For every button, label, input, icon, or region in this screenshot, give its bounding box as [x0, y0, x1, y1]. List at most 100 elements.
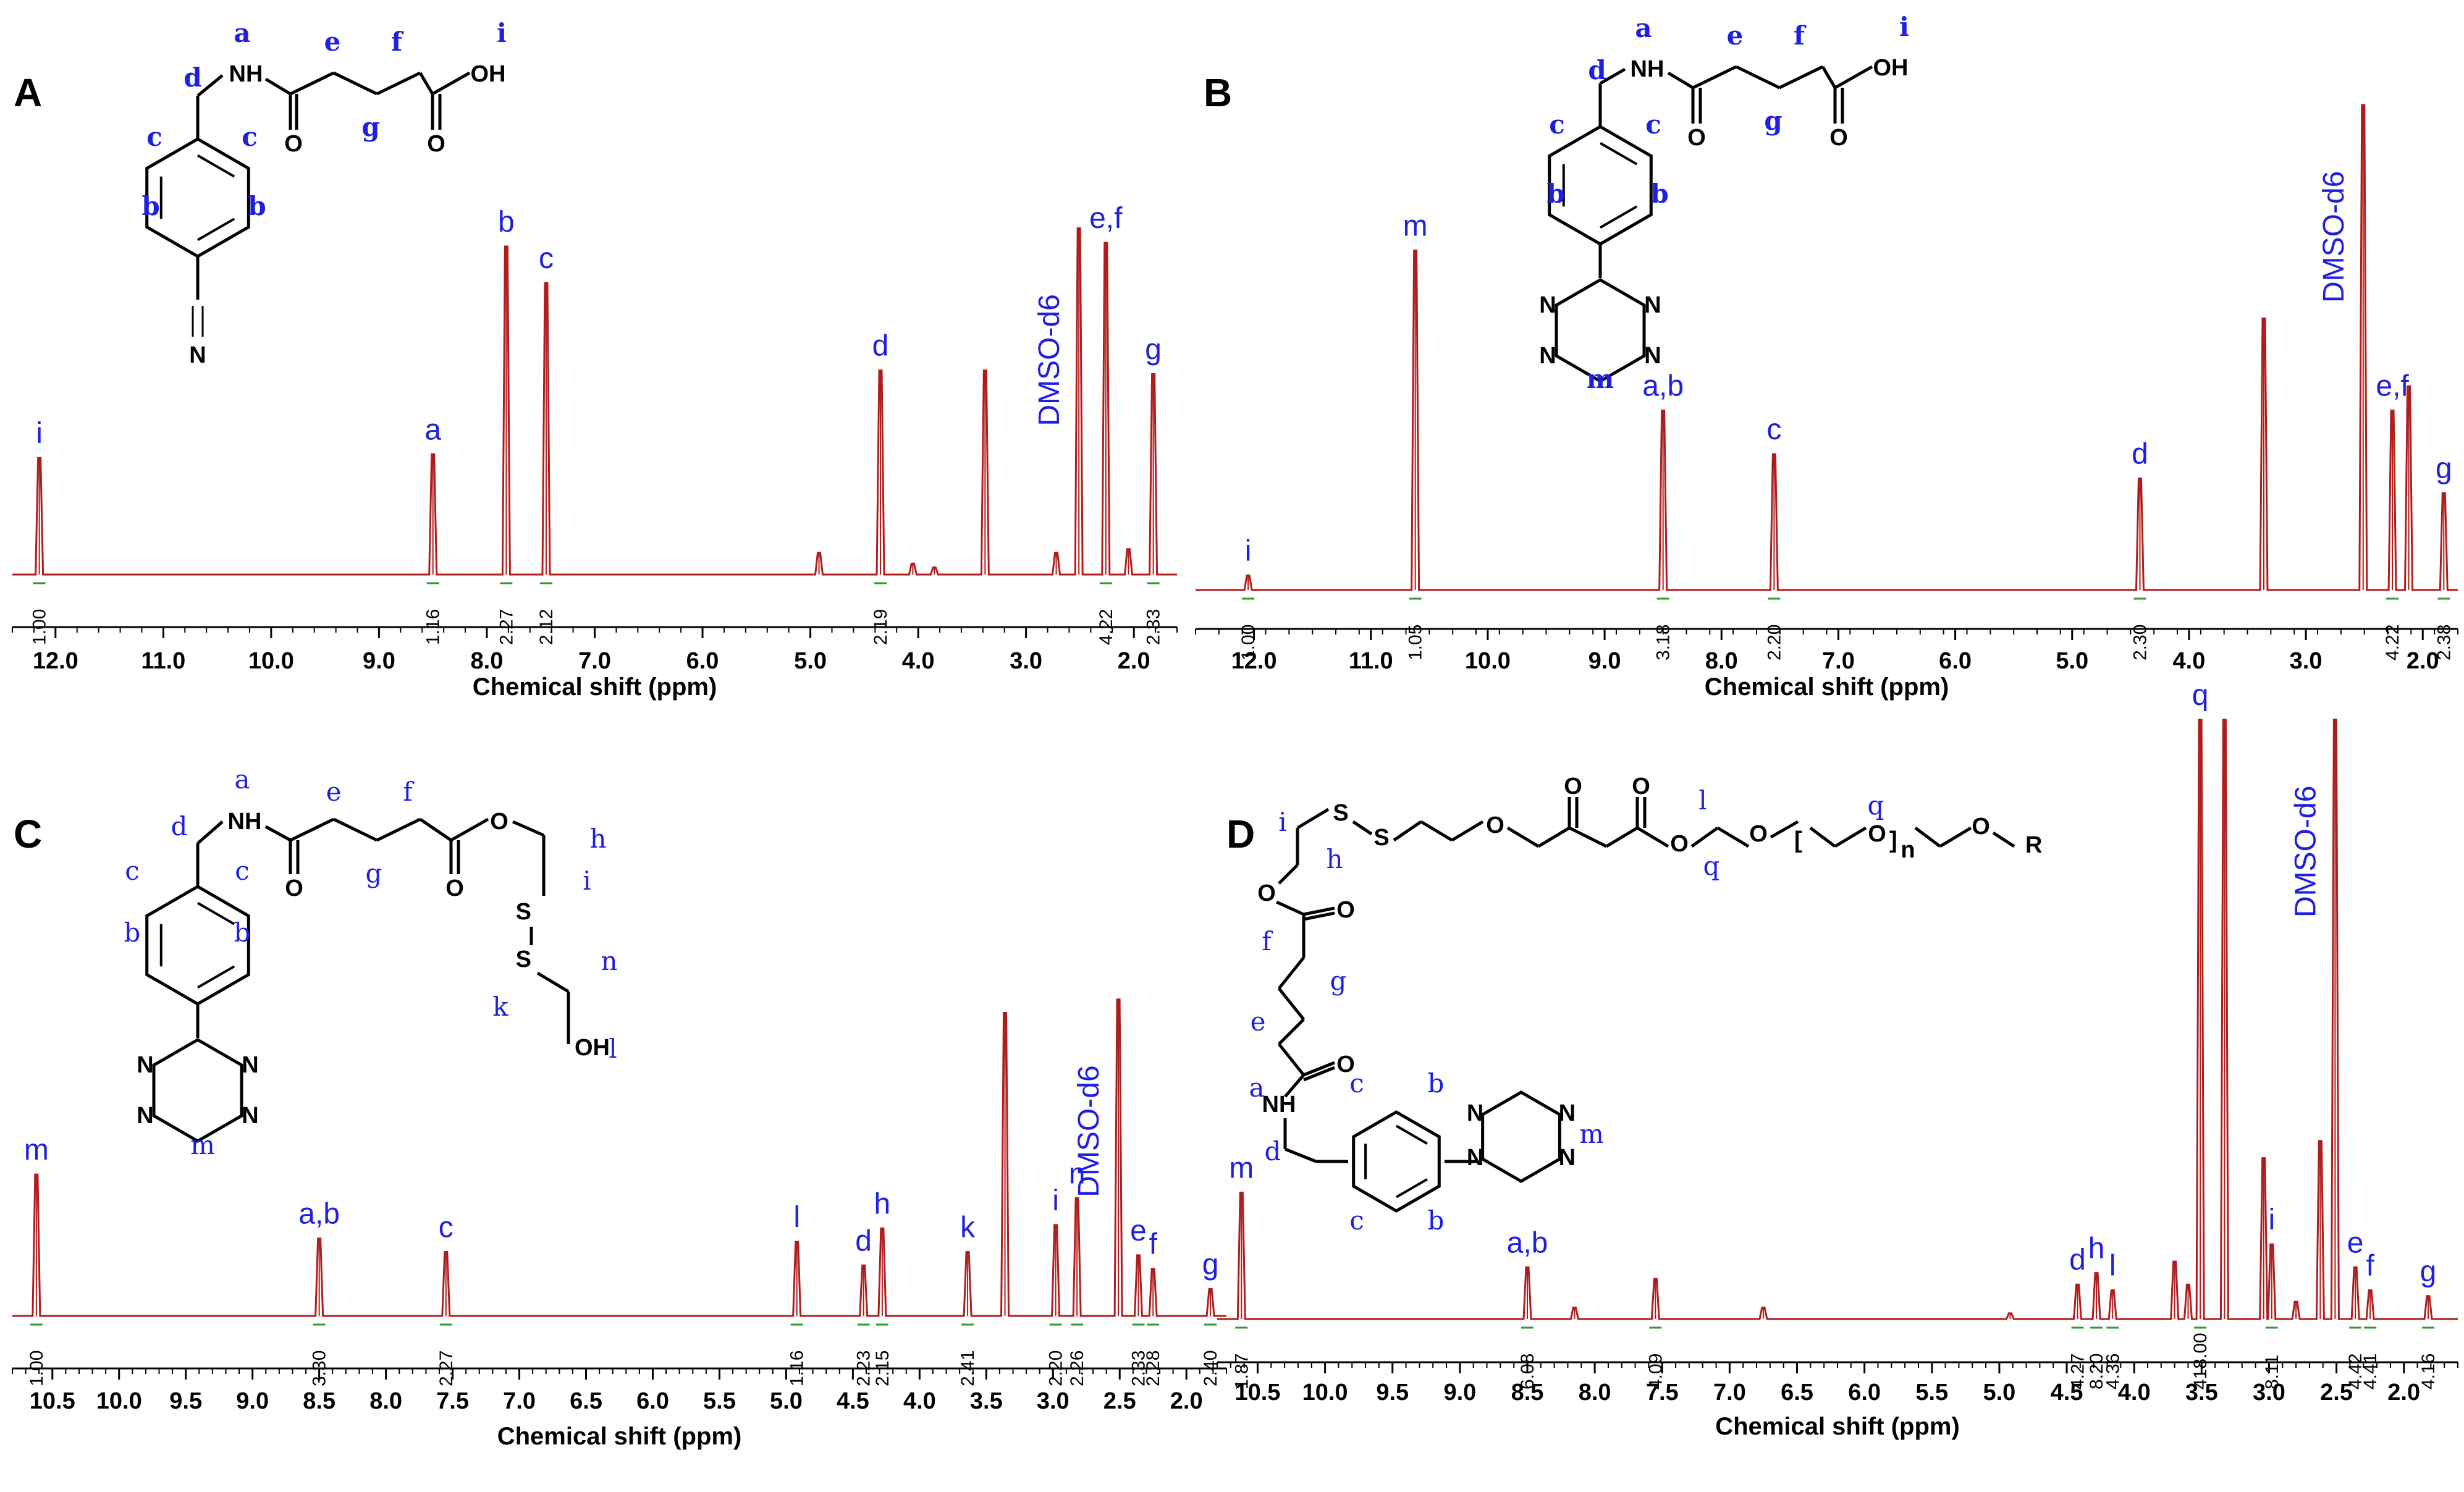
bond: [1690, 826, 1719, 848]
structure-label: h: [1326, 844, 1343, 874]
structure-label: m: [1587, 364, 1614, 394]
peak-label: a,b: [1642, 370, 1684, 403]
peak-label: c: [539, 242, 554, 275]
structure-label: f: [1794, 20, 1807, 51]
bond: [1352, 820, 1373, 836]
x-tick-label: 10.0: [248, 648, 294, 674]
peak-label: d: [2132, 437, 2148, 470]
peak-label: e,f: [2376, 370, 2409, 403]
peak-label: m: [24, 1134, 49, 1166]
x-tick-label: 11.0: [141, 648, 185, 674]
structure-label: h: [589, 824, 606, 854]
atom-label: O: [1972, 814, 1990, 840]
bond: [1939, 826, 1972, 848]
peak-label: e: [1130, 1215, 1147, 1247]
atom-label: O: [285, 875, 303, 901]
bond: [1275, 900, 1305, 916]
solvent-label: DMSO-d6: [1073, 1065, 1105, 1197]
structure-label: m: [190, 1130, 215, 1160]
bond: [1568, 826, 1608, 848]
atom-label: O: [1868, 821, 1886, 847]
peak-label: a: [424, 413, 441, 446]
bond: [1605, 826, 1639, 848]
x-tick-label: 6.0: [1848, 1380, 1881, 1406]
x-tick-label: 2.0: [1170, 1388, 1203, 1414]
integral-value: 4.22: [2382, 625, 2403, 660]
x-tick-label: 4.0: [903, 1388, 936, 1414]
bond: [1692, 65, 1737, 90]
integral-value: 1.87: [1231, 1354, 1252, 1389]
x-tick-label: 8.5: [303, 1388, 335, 1414]
structure-label: b: [141, 191, 159, 221]
bond: [376, 817, 421, 842]
spectrum-line: [12, 998, 1226, 1317]
x-tick-label: 10.0: [1302, 1380, 1348, 1406]
x-tick-label: 3.0: [1037, 1388, 1070, 1414]
atom-label: O: [1336, 897, 1355, 923]
x-tick-label: 6.0: [686, 648, 719, 674]
bond: [289, 817, 335, 842]
solvent-label: DMSO-d6: [2289, 786, 2322, 917]
peak-label: d: [855, 1224, 872, 1257]
atom-label: NH: [228, 809, 262, 835]
bond: [264, 825, 292, 842]
bond: [1278, 987, 1305, 1021]
ring-bond: [1396, 1178, 1428, 1199]
atom-label: NH: [1631, 56, 1664, 82]
bond: [1278, 956, 1305, 990]
x-tick-label: 8.0: [1705, 648, 1738, 674]
atom-label: S: [1333, 800, 1348, 826]
atom-label: O: [427, 131, 445, 157]
structure-label: c: [235, 856, 250, 886]
integral-value: 2.30: [2130, 625, 2150, 660]
atom-label: NH: [1262, 1092, 1296, 1118]
x-tick-label: 4.0: [2118, 1380, 2151, 1406]
structure-label: b: [124, 917, 141, 948]
integral-value: 418.00: [2190, 1333, 2211, 1389]
atom-label: S: [1373, 825, 1389, 851]
peak-label: f: [2366, 1250, 2374, 1283]
panel-letter: C: [14, 812, 42, 856]
x-tick-label: 9.0: [1443, 1380, 1476, 1406]
atom-label: O: [1829, 125, 1848, 151]
integral-value: 2.20: [1764, 625, 1784, 660]
bond: [1778, 65, 1824, 90]
structure-label: e: [1727, 20, 1744, 51]
ring-bond: [196, 965, 235, 989]
x-tick-label: 2.0: [1118, 648, 1150, 674]
bond: [1303, 1061, 1335, 1077]
x-tick-label: 10.5: [30, 1388, 75, 1414]
bond: [1278, 864, 1299, 885]
x-tick-label: 9.5: [169, 1388, 202, 1414]
structure-label: e: [324, 27, 341, 57]
structure-label: b: [1650, 179, 1668, 209]
bond: [1667, 71, 1694, 90]
atom-label: O: [1632, 773, 1650, 799]
ring-bond: [197, 154, 235, 178]
bracket: [: [1794, 827, 1802, 853]
peak-label: g: [2436, 452, 2452, 485]
x-tick-label: 3.5: [2185, 1380, 2218, 1406]
bond: [1834, 65, 1873, 90]
atom-label: N: [1559, 1145, 1576, 1171]
peak-label: g: [1145, 334, 1162, 366]
bond: [1303, 1066, 1335, 1082]
structure-label: d: [184, 62, 201, 93]
integral-value: 1.05: [1406, 625, 1426, 660]
bond: [1636, 826, 1669, 848]
atom-label: N: [189, 342, 206, 368]
x-tick-label: 5.5: [703, 1388, 736, 1414]
bond: [1284, 1074, 1305, 1098]
x-tick-label: 8.0: [369, 1388, 402, 1414]
x-tick-label: 10.5: [1234, 1380, 1280, 1406]
integral-value: 4.41: [2360, 1354, 2381, 1389]
structure-a: NH O O OH Na d e f i c c g b b: [141, 18, 507, 368]
atom-label: O: [284, 131, 303, 157]
atom-label: N: [242, 1052, 258, 1078]
bond: [1506, 826, 1540, 848]
bond: [1834, 826, 1867, 848]
peak-label: e: [2347, 1226, 2364, 1259]
structure-label: l: [1698, 785, 1707, 816]
x-axis-label: Chemical shift (ppm): [1705, 673, 1949, 701]
